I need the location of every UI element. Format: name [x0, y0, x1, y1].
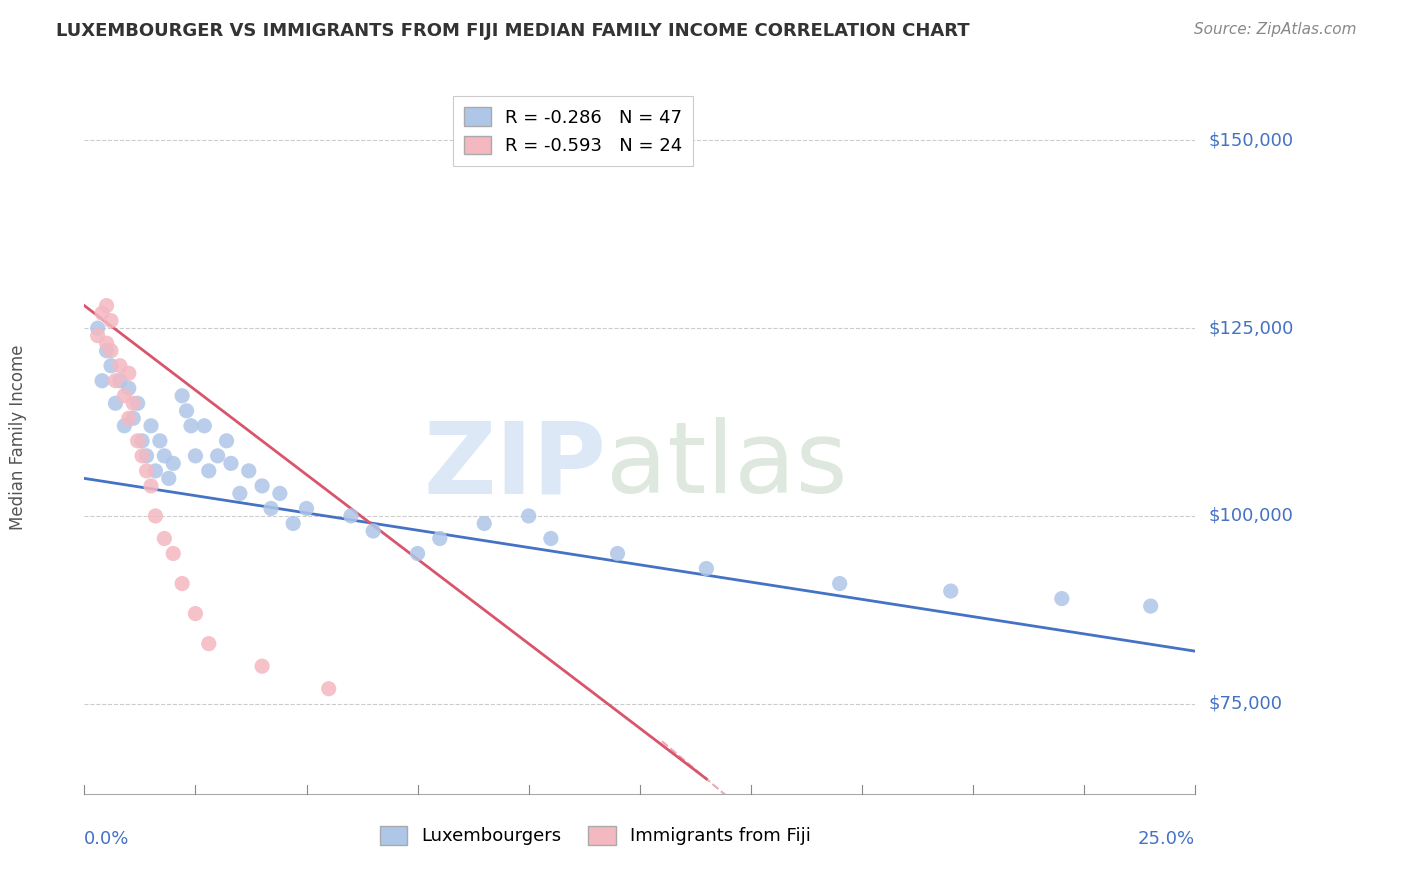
Text: Median Family Income: Median Family Income	[8, 344, 27, 530]
Point	[250, 479, 273, 493]
Point	[318, 681, 340, 696]
Point	[86, 321, 108, 335]
Point	[139, 418, 162, 433]
Point	[197, 637, 219, 651]
Point	[517, 508, 540, 523]
Point	[100, 313, 122, 327]
Point	[100, 343, 122, 358]
Point	[176, 404, 198, 418]
Point	[157, 471, 180, 485]
Point	[108, 374, 131, 388]
Text: Source: ZipAtlas.com: Source: ZipAtlas.com	[1194, 22, 1357, 37]
Point	[162, 547, 184, 561]
Text: $125,000: $125,000	[1208, 319, 1294, 337]
Point	[122, 396, 145, 410]
Point	[250, 659, 273, 673]
Point	[184, 449, 207, 463]
Point	[104, 396, 127, 410]
Point	[184, 607, 207, 621]
Point	[96, 299, 118, 313]
Point	[96, 336, 118, 351]
Point	[96, 343, 118, 358]
Point	[153, 532, 176, 546]
Point	[172, 576, 194, 591]
Point	[153, 449, 176, 463]
Point	[149, 434, 172, 448]
Point	[135, 464, 157, 478]
Point	[283, 516, 305, 531]
Point	[108, 359, 131, 373]
Legend: Luxembourgers, Immigrants from Fiji: Luxembourgers, Immigrants from Fiji	[373, 819, 818, 853]
Point	[540, 532, 562, 546]
Point	[295, 501, 318, 516]
Point	[118, 366, 141, 380]
Point	[118, 411, 141, 425]
Point	[229, 486, 252, 500]
Point	[112, 389, 135, 403]
Point	[127, 396, 149, 410]
Point	[361, 524, 384, 538]
Point	[695, 561, 717, 575]
Point	[180, 418, 202, 433]
Text: ZIP: ZIP	[423, 417, 606, 514]
Text: atlas: atlas	[606, 417, 848, 514]
Point	[260, 501, 283, 516]
Point	[828, 576, 851, 591]
Point	[145, 464, 167, 478]
Point	[219, 456, 242, 470]
Text: LUXEMBOURGER VS IMMIGRANTS FROM FIJI MEDIAN FAMILY INCOME CORRELATION CHART: LUXEMBOURGER VS IMMIGRANTS FROM FIJI MED…	[56, 22, 970, 40]
Point	[100, 359, 122, 373]
Text: $75,000: $75,000	[1208, 695, 1282, 713]
Point	[104, 374, 127, 388]
Point	[91, 374, 114, 388]
Point	[131, 434, 153, 448]
Point	[86, 328, 108, 343]
Point	[429, 532, 451, 546]
Point	[215, 434, 238, 448]
Point	[406, 547, 429, 561]
Text: 0.0%: 0.0%	[84, 830, 129, 847]
Text: 25.0%: 25.0%	[1137, 830, 1195, 847]
Point	[1050, 591, 1073, 606]
Point	[162, 456, 184, 470]
Point	[939, 584, 962, 599]
Point	[131, 449, 153, 463]
Point	[127, 434, 149, 448]
Point	[122, 411, 145, 425]
Point	[135, 449, 157, 463]
Point	[340, 508, 363, 523]
Point	[269, 486, 291, 500]
Point	[606, 547, 628, 561]
Point	[238, 464, 260, 478]
Point	[172, 389, 194, 403]
Point	[145, 508, 167, 523]
Point	[207, 449, 229, 463]
Point	[1139, 599, 1161, 613]
Text: $100,000: $100,000	[1208, 507, 1294, 525]
Point	[91, 306, 114, 320]
Point	[193, 418, 215, 433]
Point	[197, 464, 219, 478]
Text: $150,000: $150,000	[1208, 131, 1294, 149]
Point	[472, 516, 495, 531]
Point	[118, 381, 141, 395]
Point	[139, 479, 162, 493]
Point	[112, 418, 135, 433]
